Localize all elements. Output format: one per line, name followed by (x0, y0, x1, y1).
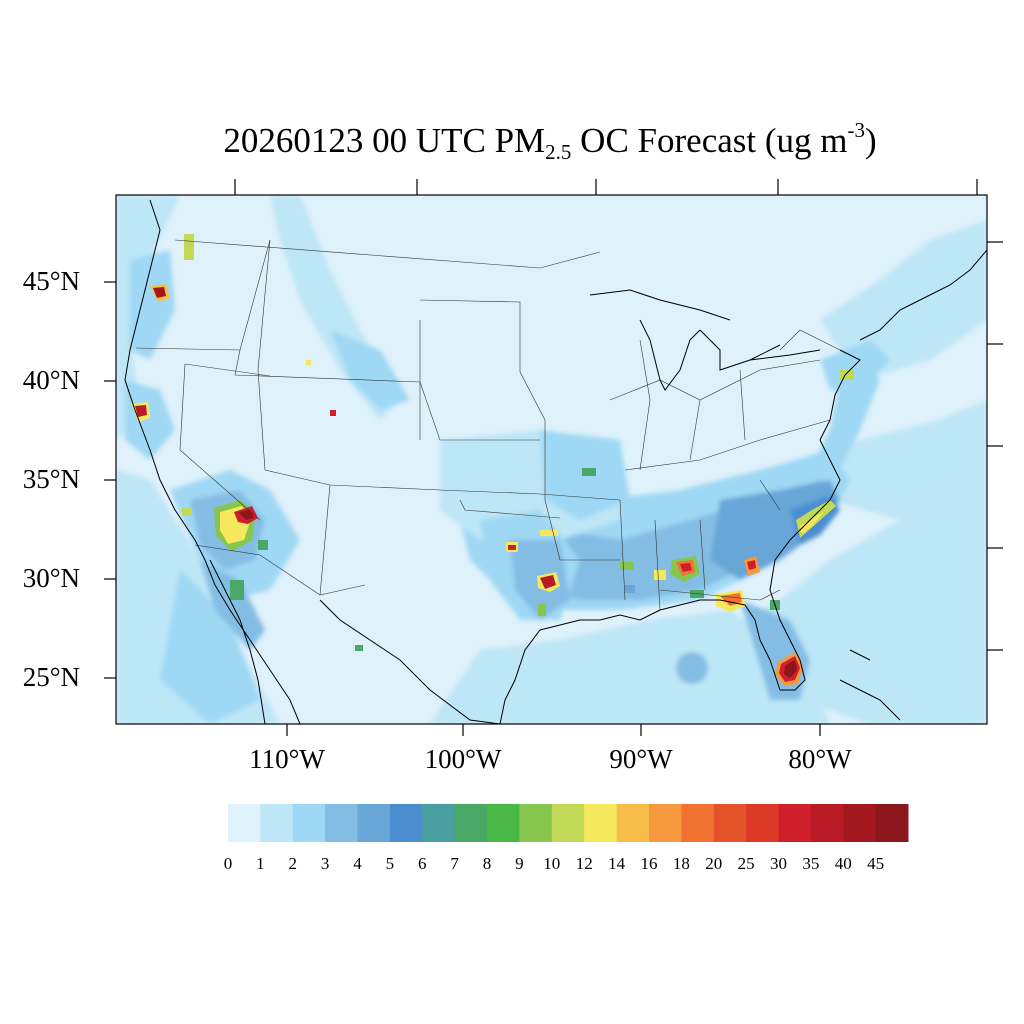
colorbar-tick-label: 16 (640, 854, 658, 873)
colorbar-tick-label: 4 (353, 854, 362, 873)
colorbar-tick-label: 10 (543, 854, 561, 873)
lon-label-100w: 100°W (424, 744, 502, 774)
colorbar-tick-label: 18 (672, 854, 690, 873)
lon-label-110w: 110°W (249, 744, 325, 774)
colorbar-swatch (519, 804, 553, 842)
colorbar-tick-label: 12 (575, 854, 593, 873)
lat-label-35: 35°N (22, 464, 80, 494)
colorbar-tick-label: 5 (385, 854, 395, 873)
state-boundaries (135, 239, 841, 611)
colorbar-tick-label: 40 (834, 854, 852, 873)
map-frame (115, 194, 988, 725)
colorbar-tick-label: 9 (515, 854, 524, 873)
colorbar-swatch (357, 804, 391, 842)
colorbar-swatch (228, 804, 261, 842)
axis-ticks (104, 179, 1003, 736)
colorbar-tick-label: 6 (418, 854, 427, 873)
colorbar-swatch (616, 804, 650, 842)
lon-label-90w: 90°W (609, 744, 673, 774)
lon-label-80w: 80°W (788, 744, 852, 774)
colorbar-tick-label: 20 (705, 854, 723, 873)
colorbar-tick-label: 2 (288, 854, 298, 873)
colorbar-tick-label: 45 (867, 854, 885, 873)
colorbar-swatch (260, 804, 294, 842)
colorbar-swatch (681, 804, 715, 842)
colorbar-tick-label: 0 (223, 854, 233, 873)
lat-label-45: 45°N (22, 266, 80, 296)
colorbar-tick-label: 14 (608, 854, 626, 873)
colorbar-swatch (325, 804, 359, 842)
colorbar-swatch (454, 804, 488, 842)
colorbar-swatch (875, 804, 909, 842)
lat-label-30: 30°N (22, 563, 80, 593)
colorbar-swatch (551, 804, 585, 842)
colorbar-swatch (810, 804, 844, 842)
colorbar-swatch (713, 804, 747, 842)
colorbar-swatch (487, 804, 520, 842)
colorbar-swatch (292, 804, 326, 842)
colorbar-tick-label: 1 (256, 854, 265, 873)
colorbar-tick-label: 8 (482, 854, 492, 873)
lat-label-25: 25°N (22, 662, 80, 692)
colorbar-swatch (648, 804, 682, 842)
colorbar-swatch (843, 804, 877, 842)
colorbar-swatch (389, 804, 423, 842)
colorbar-tick-label: 35 (802, 854, 820, 873)
colorbar-swatch (422, 804, 456, 842)
colorbar-swatch (778, 804, 812, 842)
plot-title: 20260123 00 UTC PM2.5 OC Forecast (ug m-… (223, 118, 877, 164)
colorbar-tick-label: 3 (320, 854, 330, 873)
coastlines (124, 199, 987, 724)
lat-label-40: 40°N (22, 365, 80, 395)
colorbar-tick-label: 30 (769, 854, 787, 873)
hotspots (132, 234, 854, 686)
colorbar-swatch (584, 804, 618, 842)
colorbar-tick-label: 7 (450, 854, 459, 873)
colorbar-tick-label: 25 (737, 854, 755, 873)
colorbar-swatch (746, 804, 779, 842)
colorbar (228, 804, 909, 842)
